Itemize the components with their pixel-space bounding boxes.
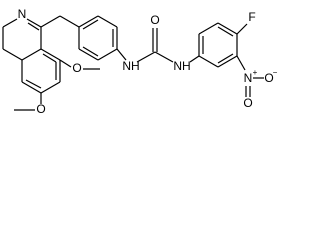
atom-label: O xyxy=(72,61,81,75)
atom-label: NH xyxy=(173,59,190,73)
atom-label: N xyxy=(18,7,27,21)
charge-label: − xyxy=(273,68,278,77)
atom-label: O xyxy=(36,102,45,116)
atom-label: N xyxy=(244,71,253,85)
atom-label: O xyxy=(264,71,273,85)
atom-label: NH xyxy=(122,59,139,73)
atom-label: O xyxy=(150,13,159,27)
atom-label: O xyxy=(243,96,252,110)
atom-label: F xyxy=(248,10,255,24)
bonds xyxy=(2,15,264,111)
page: N O O NH NH O F N + O − O (() => { const… xyxy=(2,7,278,117)
structure: N O O NH NH O F N + O − O xyxy=(2,7,278,116)
charge-label: + xyxy=(253,68,258,77)
